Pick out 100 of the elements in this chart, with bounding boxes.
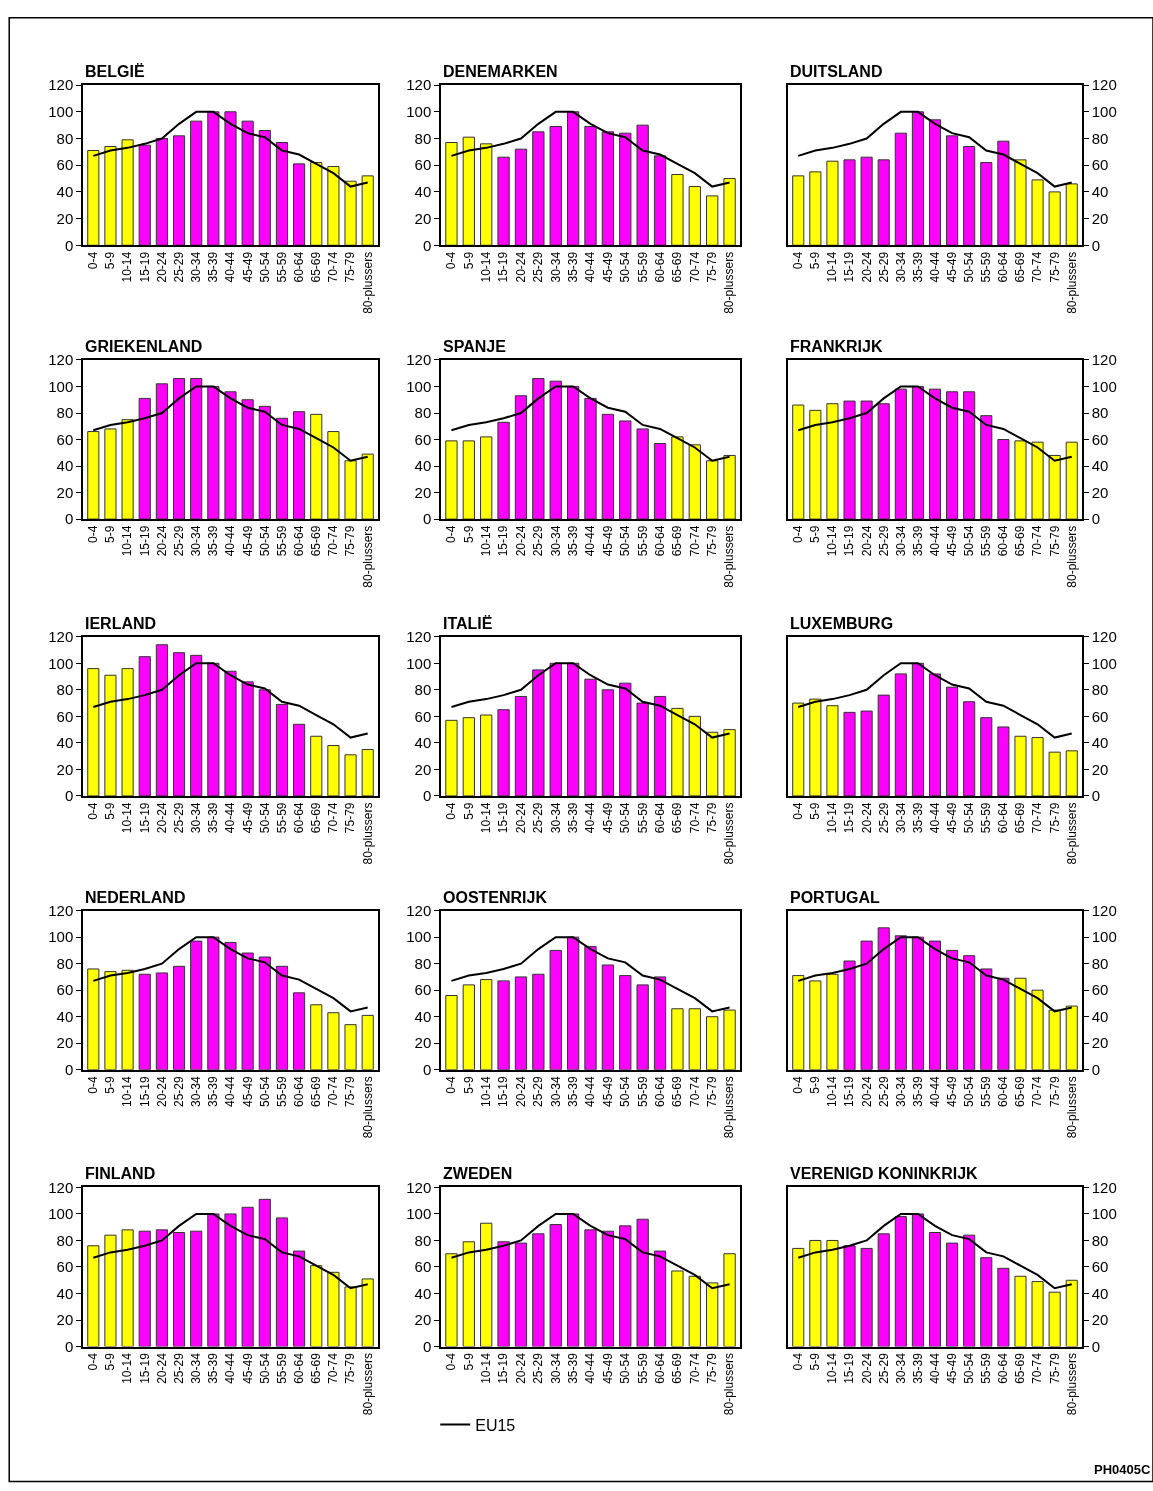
y-tick-label: 60 xyxy=(56,707,74,725)
bar xyxy=(480,436,493,520)
y-tick-label: 20 xyxy=(56,760,74,778)
bar xyxy=(310,1004,323,1070)
x-tick-label: 10-14 xyxy=(479,802,494,834)
x-tick-label: 35-39 xyxy=(910,1076,925,1108)
bar xyxy=(258,1198,271,1347)
y-tick-label: 120 xyxy=(406,1178,432,1196)
x-tick-label: 15-19 xyxy=(137,1352,152,1384)
x-tick-label: 50-54 xyxy=(962,1352,977,1384)
bar xyxy=(997,1267,1010,1347)
chart-title: VERENIGD KONINKRIJK xyxy=(790,1165,979,1182)
bar xyxy=(809,409,822,520)
y-tick-label: 20 xyxy=(56,209,74,227)
x-tick-label: 35-39 xyxy=(910,802,925,834)
x-tick-label: 45-49 xyxy=(944,1352,959,1384)
bar xyxy=(826,160,839,246)
bar xyxy=(877,403,890,520)
chart-title: PORTUGAL xyxy=(790,889,880,906)
y-tick-label: 80 xyxy=(1091,1231,1109,1249)
x-tick-label: 25-29 xyxy=(171,1076,186,1108)
y-tick-label: 40 xyxy=(1091,183,1109,201)
x-tick-label: 25-29 xyxy=(531,802,546,834)
bar xyxy=(241,120,254,246)
bar xyxy=(877,159,890,246)
bar xyxy=(584,678,597,796)
x-tick-label: 55-59 xyxy=(635,1352,650,1384)
x-tick-label: 20-24 xyxy=(513,1076,528,1108)
bar xyxy=(241,1206,254,1347)
bar xyxy=(497,156,510,246)
bar xyxy=(980,162,993,246)
bar xyxy=(809,1239,822,1347)
y-tick-label: 120 xyxy=(48,1178,74,1196)
bar xyxy=(980,968,993,1070)
y-tick-label: 100 xyxy=(406,928,432,946)
x-tick-label: 45-49 xyxy=(240,525,255,557)
x-tick-label: 80-plussers xyxy=(1064,802,1079,865)
x-tick-label: 70-74 xyxy=(1030,251,1045,283)
y-tick-label: 40 xyxy=(1091,734,1109,752)
x-tick-label: 45-49 xyxy=(240,1352,255,1384)
bar xyxy=(894,673,907,796)
x-tick-label: 0-4 xyxy=(86,802,101,820)
x-tick-label: 0-4 xyxy=(444,1075,459,1094)
y-tick-label: 0 xyxy=(1091,1061,1101,1079)
bar xyxy=(653,155,667,246)
x-tick-label: 20-24 xyxy=(859,1076,874,1108)
y-tick-label: 20 xyxy=(56,1034,74,1052)
x-tick-label: 60-64 xyxy=(292,251,306,283)
x-tick-label: 25-29 xyxy=(876,1352,891,1384)
y-tick-label: 100 xyxy=(406,377,432,395)
x-tick-label: 55-59 xyxy=(635,802,650,834)
bar xyxy=(636,984,649,1070)
x-tick-label: 10-14 xyxy=(479,1076,494,1108)
bar xyxy=(445,994,458,1070)
line-series xyxy=(450,385,731,462)
bar xyxy=(997,140,1010,246)
x-tick-label: 60-64 xyxy=(652,1076,667,1108)
x-tick-label: 0-4 xyxy=(791,525,806,544)
y-tick-label: 80 xyxy=(1091,954,1109,972)
y-tick-label: 60 xyxy=(1091,981,1109,999)
x-tick-label: 15-19 xyxy=(496,251,511,283)
x-tick-label: 10-14 xyxy=(479,1352,494,1384)
x-tick-label: 40-44 xyxy=(583,1352,598,1384)
bar xyxy=(928,1232,942,1347)
bar xyxy=(619,420,632,520)
bar xyxy=(462,1241,475,1347)
bar xyxy=(121,139,134,246)
y-tick-label: 20 xyxy=(1091,1311,1109,1329)
bar xyxy=(480,1222,493,1347)
line-series xyxy=(92,1212,369,1290)
x-tick-label: 20-24 xyxy=(513,525,528,557)
x-tick-label: 35-39 xyxy=(910,525,925,557)
y-tick-label: 120 xyxy=(1091,628,1117,646)
x-tick-label: 75-79 xyxy=(1047,1076,1062,1108)
bar xyxy=(928,940,942,1070)
x-tick-label: 30-34 xyxy=(189,1352,204,1384)
x-tick-label: 50-54 xyxy=(257,1076,272,1108)
x-tick-label: 50-54 xyxy=(618,1076,633,1108)
bar xyxy=(207,936,220,1070)
bar xyxy=(155,138,168,246)
x-tick-label: 0-4 xyxy=(86,1352,101,1371)
bar xyxy=(566,936,580,1070)
x-tick-label: 20-24 xyxy=(154,1352,169,1384)
x-tick-label: 5-9 xyxy=(103,251,118,270)
y-tick-label: 40 xyxy=(1091,1007,1109,1025)
x-tick-label: 70-74 xyxy=(1030,525,1045,557)
y-tick-label: 100 xyxy=(406,103,432,121)
bar xyxy=(344,754,357,796)
bar xyxy=(963,1234,976,1347)
x-tick-label: 70-74 xyxy=(1030,1352,1045,1384)
x-tick-label: 30-34 xyxy=(893,1352,908,1384)
bar xyxy=(549,662,562,796)
y-tick-label: 60 xyxy=(414,430,432,448)
bar xyxy=(894,1216,907,1347)
x-tick-label: 15-19 xyxy=(496,802,511,834)
x-tick-label: 35-39 xyxy=(206,1352,221,1384)
line-series xyxy=(450,936,731,1013)
line-series xyxy=(92,110,369,188)
x-tick-label: 0-4 xyxy=(444,1352,459,1371)
x-tick-label: 10-14 xyxy=(825,525,840,557)
